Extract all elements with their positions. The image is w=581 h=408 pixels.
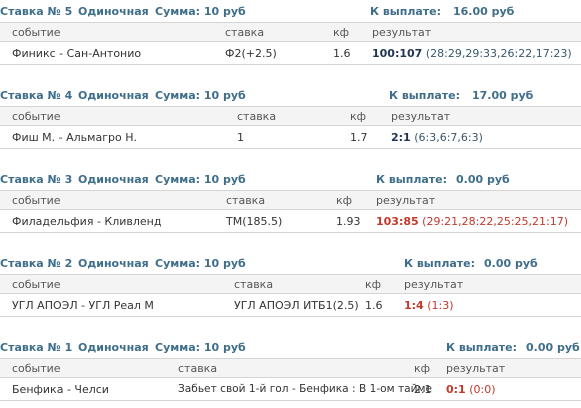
bet-header: Ставка № 3 Одиночная Сумма: 10 руб К вып… bbox=[0, 170, 581, 190]
bet-sum: Сумма: 10 руб bbox=[155, 257, 246, 270]
result-value: 100:107 (28:29,29:33,26:22,17:23) bbox=[372, 47, 572, 60]
table-row: Фиш М. - Альмагро Н. 1 1.7 2:1 (6:3,6:7,… bbox=[0, 126, 581, 149]
payout-label: К выплате: bbox=[404, 257, 476, 270]
result-score: 100:107 bbox=[372, 47, 423, 60]
bet-header: Ставка № 5 Одиночная Сумма: 10 руб К вып… bbox=[0, 2, 581, 22]
event-name: Финикс - Сан-Антонио bbox=[12, 47, 142, 60]
result-detail: (6:3,6:7,6:3) bbox=[414, 131, 483, 144]
col-coef-header: кф bbox=[333, 26, 350, 39]
payout-value: 0.00 руб bbox=[456, 173, 510, 186]
coef-value: 1.93 bbox=[336, 215, 361, 228]
payout-value: 0.00 руб bbox=[484, 257, 538, 270]
payout-label: К выплате: bbox=[370, 5, 442, 18]
event-name: Филадельфия - Кливленд bbox=[12, 215, 162, 228]
col-result-header: результат bbox=[376, 194, 436, 207]
result-score: 103:85 bbox=[376, 215, 419, 228]
table-row: УГЛ АПОЭЛ - УГЛ Реал М УГЛ АПОЭЛ ИТБ1(2.… bbox=[0, 294, 581, 317]
result-value: 1:4 (1:3) bbox=[404, 299, 454, 312]
bet-title: Ставка № 5 bbox=[0, 5, 73, 18]
col-coef-header: кф bbox=[414, 362, 431, 375]
table-row: Филадельфия - Кливленд ТМ(185.5) 1.93 10… bbox=[0, 210, 581, 233]
result-score: 2:1 bbox=[391, 131, 411, 144]
coef-value: 1.7 bbox=[350, 131, 368, 144]
col-event-header: событие bbox=[12, 194, 61, 207]
result-detail: (0:0) bbox=[469, 383, 496, 396]
bet-title: Ставка № 3 bbox=[0, 173, 73, 186]
result-value: 0:1 (0:0) bbox=[446, 383, 496, 396]
col-bet-header: ставка bbox=[237, 110, 277, 123]
bet-table: событие ставка кф результат Бенфика - Че… bbox=[0, 358, 581, 401]
bet-name: Забьет свой 1-й гол - Бенфика : В 1-ом т… bbox=[178, 383, 433, 395]
payout-label: К выплате: bbox=[376, 173, 448, 186]
col-bet-header: ставка bbox=[226, 194, 266, 207]
bet-name: ТМ(185.5) bbox=[226, 215, 283, 228]
bet-table: событие ставка кф результат Филадельфия … bbox=[0, 190, 581, 233]
col-event-header: событие bbox=[12, 362, 61, 375]
bet-type: Одиночная bbox=[78, 5, 149, 18]
col-bet-header: ставка bbox=[178, 362, 218, 375]
bet-table: событие ставка кф результат УГЛ АПОЭЛ - … bbox=[0, 274, 581, 317]
payout-value: 16.00 руб bbox=[453, 5, 515, 18]
payout-label: К выплате: bbox=[389, 89, 461, 102]
bet-type: Одиночная bbox=[78, 257, 149, 270]
bet-header: Ставка № 1 Одиночная Сумма: 10 руб К вып… bbox=[0, 338, 581, 358]
col-event-header: событие bbox=[12, 26, 61, 39]
bet-title: Ставка № 4 bbox=[0, 89, 73, 102]
result-score: 1:4 bbox=[404, 299, 424, 312]
bet-header: Ставка № 4 Одиночная Сумма: 10 руб К вып… bbox=[0, 86, 581, 106]
bet-sum: Сумма: 10 руб bbox=[155, 341, 246, 354]
bet-sum: Сумма: 10 руб bbox=[155, 5, 246, 18]
bet-type: Одиночная bbox=[78, 341, 149, 354]
payout-label: К выплате: bbox=[446, 341, 518, 354]
bet-name: Ф2(+2.5) bbox=[225, 47, 277, 60]
event-name: Бенфика - Челси bbox=[12, 383, 109, 396]
table-header-row: событие ставка кф результат bbox=[0, 190, 581, 210]
table-header-row: событие ставка кф результат bbox=[0, 106, 581, 126]
result-detail: (1:3) bbox=[427, 299, 454, 312]
table-header-row: событие ставка кф результат bbox=[0, 358, 581, 378]
payout-value: 0.00 руб bbox=[526, 341, 580, 354]
col-bet-header: ставка bbox=[234, 278, 274, 291]
coef-value: 1.6 bbox=[365, 299, 383, 312]
bet-sum: Сумма: 10 руб bbox=[155, 173, 246, 186]
bet-header: Ставка № 2 Одиночная Сумма: 10 руб К вып… bbox=[0, 254, 581, 274]
event-name: УГЛ АПОЭЛ - УГЛ Реал М bbox=[12, 299, 154, 312]
col-result-header: результат bbox=[391, 110, 451, 123]
bet-table: событие ставка кф результат Финикс - Сан… bbox=[0, 22, 581, 65]
bet-title: Ставка № 2 bbox=[0, 257, 73, 270]
result-value: 103:85 (29:21,28:22,25:25,21:17) bbox=[376, 215, 568, 228]
bet-title: Ставка № 1 bbox=[0, 341, 73, 354]
table-header-row: событие ставка кф результат bbox=[0, 22, 581, 42]
col-coef-header: кф bbox=[365, 278, 382, 291]
col-coef-header: кф bbox=[336, 194, 353, 207]
col-coef-header: кф bbox=[350, 110, 367, 123]
bet-table: событие ставка кф результат Фиш М. - Аль… bbox=[0, 106, 581, 149]
payout-value: 17.00 руб bbox=[472, 89, 534, 102]
result-detail: (29:21,28:22,25:25,21:17) bbox=[422, 215, 569, 228]
bet-type: Одиночная bbox=[78, 89, 149, 102]
coef-value: 2.1 bbox=[414, 383, 432, 396]
table-row: Бенфика - Челси Забьет свой 1-й гол - Бе… bbox=[0, 378, 581, 401]
col-event-header: событие bbox=[12, 110, 61, 123]
result-score: 0:1 bbox=[446, 383, 466, 396]
bet-name: 1 bbox=[237, 131, 244, 144]
coef-value: 1.6 bbox=[333, 47, 351, 60]
bet-name: УГЛ АПОЭЛ ИТБ1(2.5) bbox=[234, 299, 359, 312]
bet-type: Одиночная bbox=[78, 173, 149, 186]
event-name: Фиш М. - Альмагро Н. bbox=[12, 131, 137, 144]
col-bet-header: ставка bbox=[225, 26, 265, 39]
table-header-row: событие ставка кф результат bbox=[0, 274, 581, 294]
col-event-header: событие bbox=[12, 278, 61, 291]
col-result-header: результат bbox=[404, 278, 464, 291]
bet-sum: Сумма: 10 руб bbox=[155, 89, 246, 102]
table-row: Финикс - Сан-Антонио Ф2(+2.5) 1.6 100:10… bbox=[0, 42, 581, 65]
col-result-header: результат bbox=[446, 362, 506, 375]
col-result-header: результат bbox=[372, 26, 432, 39]
result-value: 2:1 (6:3,6:7,6:3) bbox=[391, 131, 483, 144]
result-detail: (28:29,29:33,26:22,17:23) bbox=[425, 47, 572, 60]
